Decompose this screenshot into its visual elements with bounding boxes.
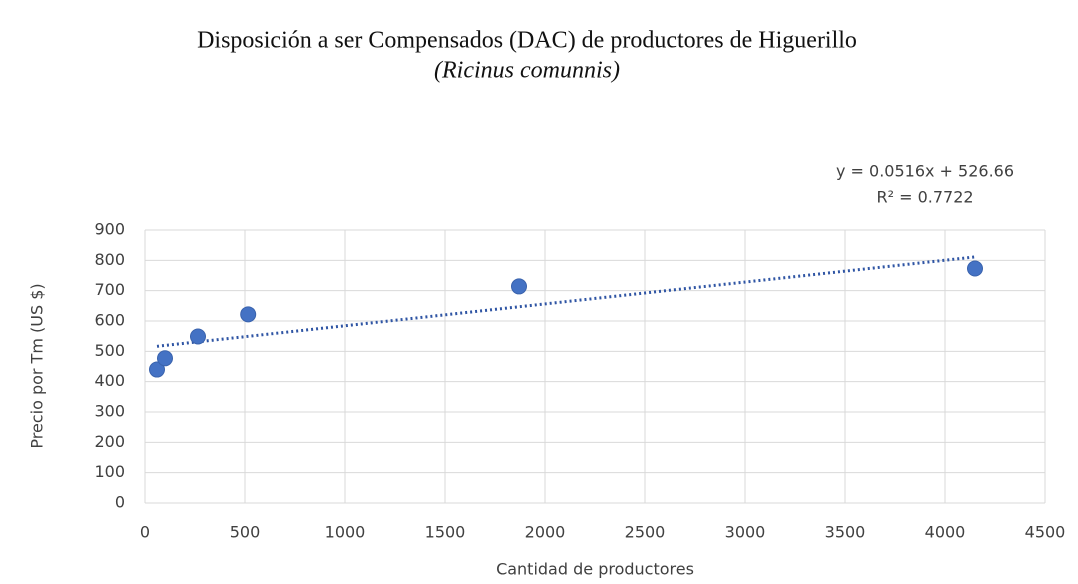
x-axis-label: Cantidad de productores — [496, 560, 694, 579]
x-tick-label: 1000 — [325, 523, 366, 542]
y-tick-label: 500 — [94, 341, 125, 360]
x-tick-label: 1500 — [425, 523, 466, 542]
chart-title: Disposición a ser Compensados (DAC) de p… — [197, 28, 857, 54]
trendline-equation: y = 0.0516x + 526.66 — [836, 162, 1014, 181]
x-tick-label: 500 — [230, 523, 261, 542]
y-tick-label: 0 — [115, 493, 125, 512]
x-tick-label: 4000 — [925, 523, 966, 542]
y-tick-label: 400 — [94, 371, 125, 390]
point — [149, 361, 165, 378]
x-tick-label: 4500 — [1025, 523, 1066, 542]
trendline — [156, 255, 976, 348]
y-tick-label: 900 — [94, 220, 125, 239]
point — [190, 328, 206, 345]
x-tick-label: 2500 — [625, 523, 666, 542]
x-tick-label: 0 — [140, 523, 150, 542]
x-tick-label: 3500 — [825, 523, 866, 542]
trendline-r2: R² = 0.7722 — [876, 188, 973, 207]
x-tick-label: 3000 — [725, 523, 766, 542]
x-tick-label: 2000 — [525, 523, 566, 542]
y-axis-label: Precio por Tm (US $) — [28, 283, 47, 448]
y-tick-label: 600 — [94, 311, 125, 330]
y-tick-label: 200 — [94, 432, 125, 451]
y-tick-label: 800 — [94, 250, 125, 269]
y-tick-label: 100 — [94, 462, 125, 481]
point — [967, 260, 983, 277]
point — [511, 278, 527, 295]
y-tick-label: 300 — [94, 402, 125, 421]
chart-subtitle: (Ricinus comunnis) — [434, 58, 620, 84]
point — [240, 306, 257, 323]
y-tick-label: 700 — [94, 280, 125, 299]
point — [157, 350, 173, 367]
